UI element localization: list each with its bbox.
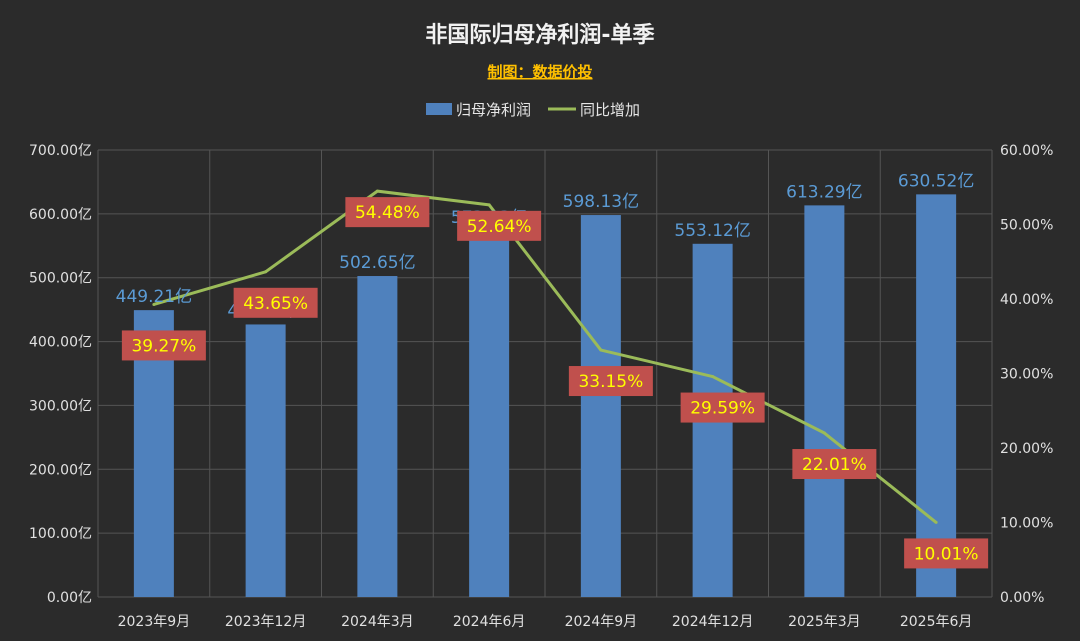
growth-point bbox=[822, 431, 826, 435]
y-left-tick-label: 400.00亿 bbox=[29, 335, 92, 351]
y-right-tick-label: 40.00% bbox=[1000, 292, 1053, 308]
y-right-tick-label: 0.00% bbox=[1000, 590, 1044, 606]
pct-label: 10.01% bbox=[904, 538, 989, 569]
y-right-tick-label: 20.00% bbox=[1000, 441, 1053, 457]
y-left-tick-label: 700.00亿 bbox=[29, 143, 92, 159]
pct-label: 52.64% bbox=[457, 210, 542, 241]
growth-point bbox=[375, 189, 379, 193]
chart-title: 非国际归母净利润-单季 bbox=[425, 22, 654, 48]
pct-label-text: 54.48% bbox=[355, 203, 420, 223]
x-tick-label: 2024年9月 bbox=[565, 614, 638, 630]
line-series bbox=[152, 189, 938, 524]
bar bbox=[804, 205, 845, 597]
x-tick-label: 2024年12月 bbox=[672, 614, 753, 630]
bar bbox=[580, 215, 621, 597]
pct-label: 43.65% bbox=[233, 287, 318, 318]
x-tick-label: 2023年12月 bbox=[225, 614, 306, 630]
growth-point bbox=[711, 375, 715, 379]
y-left-tick-label: 100.00亿 bbox=[29, 526, 92, 542]
bar-value-label: 613.29亿 bbox=[786, 182, 862, 202]
pct-label-text: 22.01% bbox=[802, 455, 867, 475]
legend-bar-label: 归母净利润 bbox=[456, 101, 531, 119]
pct-label-box bbox=[792, 449, 877, 480]
bar-value-label: 502.65亿 bbox=[339, 253, 415, 273]
y-right-tick-label: 30.00% bbox=[1000, 367, 1053, 383]
pct-label-box bbox=[680, 392, 765, 423]
bar bbox=[469, 231, 510, 597]
pct-label: 54.48% bbox=[345, 197, 430, 228]
y-right-tick-label: 60.00% bbox=[1000, 143, 1053, 159]
pct-label-box bbox=[457, 210, 542, 241]
gridlines bbox=[97, 149, 993, 598]
legend-line-label: 同比增加 bbox=[580, 101, 640, 119]
bar bbox=[916, 194, 957, 598]
y-right-tick-label: 10.00% bbox=[1000, 516, 1053, 532]
x-axis: 2023年9月 2023年12月 2024年3月 2024年6月 2024年9月 2024… bbox=[118, 614, 973, 630]
pct-label-text: 52.64% bbox=[467, 217, 532, 237]
growth-point bbox=[264, 270, 268, 274]
growth-point bbox=[152, 302, 156, 306]
chart-subtitle: 制图：数据价投 bbox=[487, 63, 592, 81]
y-axis-right: 0.00% 10.00% 20.00% 30.00% 40.00% 50.00% 60.00… bbox=[1000, 143, 1053, 606]
pct-label: 39.27% bbox=[121, 330, 206, 361]
pct-label-text: 10.01% bbox=[914, 544, 979, 564]
y-left-tick-label: 600.00亿 bbox=[29, 207, 92, 223]
y-axis-left: 0.00亿 100.00亿 200.00亿 300.00亿 400.00亿 500.00亿… bbox=[29, 143, 92, 606]
growth-point bbox=[934, 520, 938, 524]
bar-value-label: 630.52亿 bbox=[898, 171, 974, 191]
growth-point bbox=[599, 348, 603, 352]
x-tick-label: 2024年6月 bbox=[453, 614, 526, 630]
pct-label-box bbox=[904, 538, 989, 569]
bar-series bbox=[133, 194, 957, 598]
pct-label-box bbox=[345, 197, 430, 228]
x-tick-label: 2025年6月 bbox=[900, 614, 973, 630]
x-tick-label: 2023年9月 bbox=[118, 614, 191, 630]
growth-point bbox=[487, 203, 491, 207]
y-right-tick-label: 50.00% bbox=[1000, 218, 1053, 234]
growth-line bbox=[153, 189, 938, 524]
pct-label-box bbox=[121, 330, 206, 361]
pct-label-text: 43.65% bbox=[243, 294, 308, 314]
legend: 归母净利润 同比增加 bbox=[426, 101, 640, 119]
bar-value-label: 553.12亿 bbox=[674, 221, 750, 241]
x-tick-label: 2024年3月 bbox=[341, 614, 414, 630]
bar bbox=[357, 276, 398, 597]
pct-label-text: 29.59% bbox=[690, 399, 755, 419]
pct-label-text: 39.27% bbox=[131, 336, 196, 356]
pct-label-text: 33.15% bbox=[578, 372, 643, 392]
pct-label: 33.15% bbox=[568, 366, 653, 397]
bar-value-label: 598.13亿 bbox=[563, 192, 639, 212]
legend-bar-swatch bbox=[426, 103, 452, 115]
pct-label-box bbox=[233, 287, 318, 318]
y-left-tick-label: 200.00亿 bbox=[29, 462, 92, 478]
bar bbox=[245, 324, 286, 597]
y-left-tick-label: 300.00亿 bbox=[29, 398, 92, 414]
pct-labels: 39.27% 43.65% 54.48% 52.64% 33.15% 29.59% 22.0… bbox=[121, 197, 989, 569]
pct-label: 22.01% bbox=[792, 449, 877, 480]
y-left-tick-label: 500.00亿 bbox=[29, 271, 92, 287]
pct-label: 29.59% bbox=[680, 392, 765, 423]
pct-label-box bbox=[568, 366, 653, 397]
y-left-tick-label: 0.00亿 bbox=[47, 590, 92, 606]
x-tick-label: 2025年3月 bbox=[788, 614, 861, 630]
bar-value-label: 449.21亿 bbox=[116, 287, 192, 307]
